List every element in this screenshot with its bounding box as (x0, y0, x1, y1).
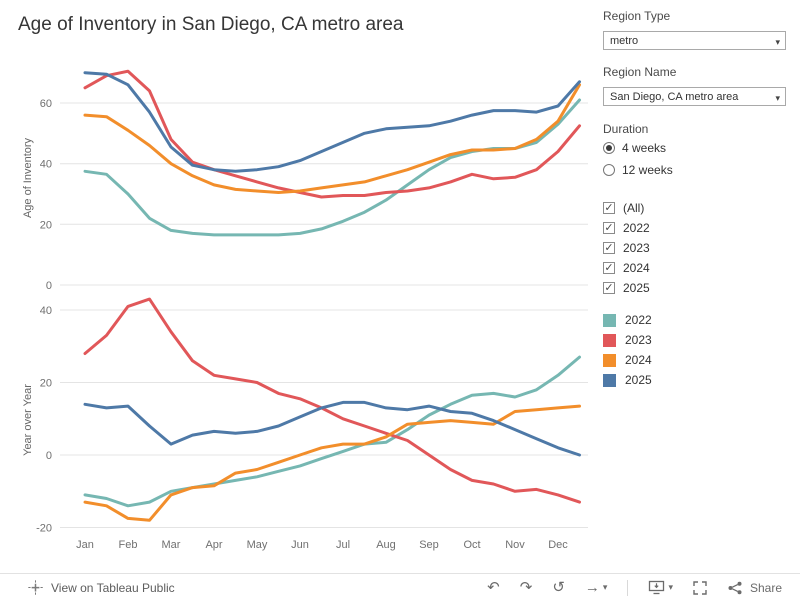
fullscreen-icon (693, 580, 707, 595)
legend-swatch (603, 333, 616, 347)
year-filter-2022[interactable]: ✓ 2022 (603, 220, 650, 235)
tableau-logo-icon[interactable] (28, 580, 43, 595)
x-tick-label: Sep (419, 539, 439, 551)
region-type-label: Region Type (603, 9, 671, 23)
series-line-2024[interactable] (83, 404, 581, 522)
age-of-inventory-chart[interactable]: 0 20 40 60 (30, 58, 595, 298)
chevron-down-icon: ▾ (668, 582, 673, 592)
fullscreen-button[interactable] (693, 580, 707, 595)
x-tick-label: Mar (162, 539, 181, 551)
legend-item-2023[interactable]: 2023 (603, 333, 652, 347)
x-tick-label: Jan (76, 539, 94, 551)
checkbox-icon[interactable]: ✓ (603, 201, 615, 214)
share-button[interactable]: Share (727, 581, 782, 595)
x-tick-label: Jun (291, 539, 309, 551)
checkbox-label: 2025 (623, 280, 650, 295)
series-line-2025[interactable] (83, 71, 581, 173)
share-icon (728, 581, 742, 594)
forward-arrow-icon: → (584, 579, 600, 596)
legend-label: 2025 (625, 373, 652, 387)
region-name-value: San Diego, CA metro area (610, 91, 739, 103)
y-tick-label: -20 (36, 523, 52, 535)
legend-swatch (603, 373, 616, 387)
forward-button[interactable]: → ▾ (585, 580, 608, 595)
x-tick-label: May (247, 539, 268, 551)
undo-button[interactable]: ↶ (487, 579, 500, 596)
monitor-download-icon (649, 580, 665, 595)
year-over-year-chart[interactable]: -20 0 20 40 Jan Feb Mar Apr May Jun Jul Aug Sep Oct No… (30, 295, 595, 563)
y-tick-label: 20 (40, 378, 52, 390)
legend-label: 2023 (625, 333, 652, 347)
duration-label: Duration (603, 122, 649, 136)
radio-icon[interactable] (603, 163, 615, 176)
y-tick-label: 40 (40, 159, 52, 171)
checkbox-label: (All) (623, 200, 645, 215)
radio-label: 12 weeks (622, 162, 673, 177)
redo-button[interactable]: ↷ (519, 579, 533, 596)
checkbox-label: 2023 (623, 240, 650, 255)
checkbox-icon[interactable]: ✓ (603, 241, 615, 254)
duration-option-4-weeks[interactable]: 4 weeks (603, 140, 666, 155)
tableau-toolbar: View on Tableau Public ↶ ↷ ↺ → ▾ ▾ (0, 573, 800, 600)
region-name-dropdown[interactable]: San Diego, CA metro area ▾ (603, 87, 786, 106)
chevron-down-icon: ▾ (775, 93, 780, 103)
duration-option-12-weeks[interactable]: 12 weeks (603, 162, 673, 177)
x-tick-label: Nov (505, 539, 525, 551)
share-label: Share (749, 580, 782, 595)
y-tick-label: 40 (40, 305, 52, 317)
legend-item-2025[interactable]: 2025 (603, 373, 652, 387)
radio-label: 4 weeks (622, 140, 667, 155)
chevron-down-icon: ▾ (775, 37, 780, 47)
year-filter-2025[interactable]: ✓ 2025 (603, 280, 650, 295)
x-tick-label: Oct (463, 539, 480, 551)
year-filter-all[interactable]: ✓ (All) (603, 200, 644, 215)
chevron-down-icon: ▾ (602, 582, 608, 592)
region-type-value: metro (610, 35, 639, 47)
checkbox-label: 2024 (623, 260, 650, 275)
legend-label: 2024 (625, 353, 652, 367)
legend-item-2022[interactable]: 2022 (603, 313, 652, 327)
x-tick-label: Dec (548, 539, 568, 551)
series-line-2023[interactable] (83, 69, 581, 199)
legend-item-2024[interactable]: 2024 (603, 353, 652, 367)
region-type-dropdown[interactable]: metro ▾ (603, 31, 786, 50)
y-tick-label: 60 (40, 98, 52, 110)
replay-button[interactable]: ↺ (552, 579, 565, 596)
x-tick-label: Aug (376, 539, 396, 551)
legend-swatch (603, 313, 616, 327)
series-line-2022[interactable] (83, 98, 581, 237)
year-filter-2023[interactable]: ✓ 2023 (603, 240, 650, 255)
y-tick-label: 0 (46, 450, 52, 462)
checkbox-label: 2022 (623, 220, 650, 235)
view-on-tableau-public-link[interactable]: View on Tableau Public (51, 580, 175, 595)
page-title: Age of Inventory in San Diego, CA metro … (18, 14, 404, 35)
y-tick-label: 20 (40, 219, 52, 231)
x-tick-label: Apr (205, 539, 222, 551)
x-tick-label: Feb (119, 539, 138, 551)
series-line-2022[interactable] (83, 355, 581, 508)
series-line-2025[interactable] (83, 400, 581, 457)
year-filter-2024[interactable]: ✓ 2024 (603, 260, 650, 275)
legend-swatch (603, 353, 616, 367)
checkbox-icon[interactable]: ✓ (603, 261, 615, 274)
download-button[interactable]: ▾ (648, 580, 673, 595)
legend-label: 2022 (625, 313, 652, 327)
x-tick-label: Jul (336, 539, 350, 551)
y-tick-label: 0 (46, 280, 52, 292)
region-name-label: Region Name (603, 65, 677, 79)
toolbar-separator (627, 579, 629, 596)
toolbar-icon-group: ↶ ↷ ↺ → ▾ ▾ (487, 574, 782, 600)
checkbox-icon[interactable]: ✓ (603, 221, 615, 234)
series-line-2023[interactable] (83, 297, 581, 504)
series-line-2024[interactable] (83, 83, 581, 194)
checkbox-icon[interactable]: ✓ (603, 281, 615, 294)
radio-icon[interactable] (603, 141, 615, 154)
